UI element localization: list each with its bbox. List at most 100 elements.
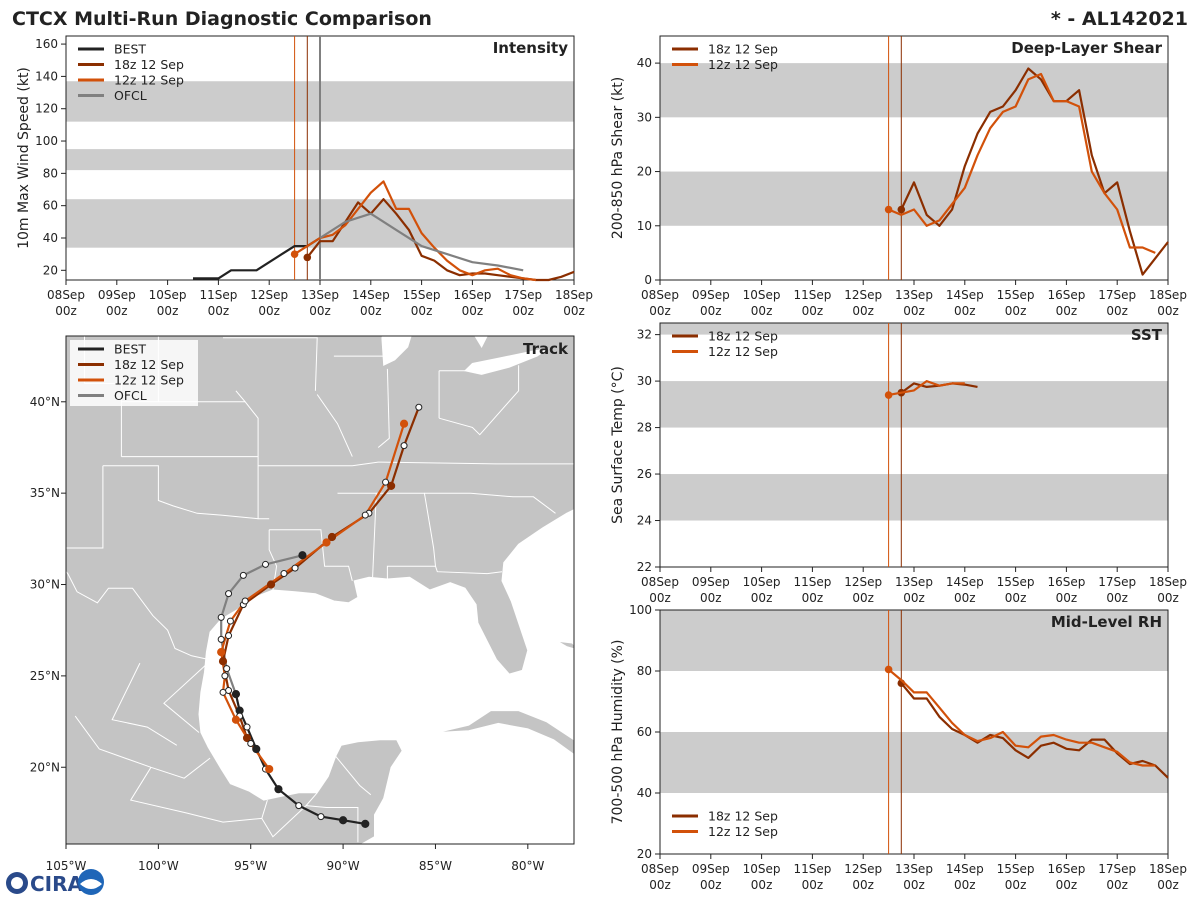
- track-point-run18z: [415, 403, 423, 411]
- panel-title: Intensity: [493, 39, 569, 57]
- political-border: [335, 755, 372, 796]
- x-tick-label-date: 08Sep: [641, 288, 679, 302]
- x-tick-label-hour: 00z: [55, 304, 77, 318]
- series-line-run12z: [888, 380, 965, 397]
- political-border: [435, 566, 503, 575]
- y-tick-label: 80: [637, 664, 652, 678]
- x-tick-label-hour: 00z: [903, 591, 925, 605]
- sst-panel: 22 24 26 28 30 32 08Sep 00z 09Sep 00z 10Sep 00z 11Se…: [610, 322, 1187, 605]
- x-tick-label-date: 10Sep: [743, 288, 781, 302]
- y-tick-label: 20: [637, 847, 652, 861]
- x-tick-label-hour: 00z: [700, 878, 722, 892]
- track-point-ofcl: [262, 560, 270, 568]
- x-tick-label-hour: 00z: [751, 878, 773, 892]
- y-tick-label: 120: [35, 102, 58, 116]
- legend-label-run12z: 12z 12 Sep: [114, 73, 184, 88]
- panel-title: Track: [523, 340, 569, 358]
- series-line-run18z: [900, 67, 1169, 276]
- x-tick-label-date: 10Sep: [149, 288, 187, 302]
- x-tick-label-hour: 00z: [411, 304, 433, 318]
- series-line-ofcl: [319, 212, 524, 272]
- x-tick-label-hour: 00z: [1005, 304, 1027, 318]
- x-tick-label-hour: 00z: [1005, 591, 1027, 605]
- x-tick-label-date: 16Sep: [453, 288, 491, 302]
- series-start-marker-run12z: [290, 250, 299, 258]
- x-tick-label-hour: 00z: [208, 304, 230, 318]
- track-point-ofcl: [225, 590, 233, 598]
- x-tick-label-date: 13Sep: [895, 288, 933, 302]
- x-tick-label-date: 15Sep: [403, 288, 441, 302]
- series-line-best: [193, 237, 321, 280]
- x-tick-label-hour: 00z: [852, 591, 874, 605]
- map-content: [66, 336, 574, 844]
- track-point-best: [361, 819, 370, 828]
- track-point-run12z: [221, 672, 229, 680]
- political-border: [376, 492, 437, 579]
- cira-logo-center-icon: [11, 877, 23, 889]
- track-point-run12z: [399, 419, 409, 428]
- x-tick-label-date: 14Sep: [946, 288, 984, 302]
- x-tick-label-date: 12Sep: [844, 862, 882, 876]
- legend-label-best: BEST: [114, 342, 146, 357]
- political-border: [438, 365, 520, 436]
- y-tick-label: 80: [43, 166, 58, 180]
- track-point-ofcl: [217, 635, 225, 643]
- track-point-run18z: [242, 733, 252, 743]
- legend-label-run18z: 18z 12 Sep: [708, 42, 778, 57]
- x-tick-label-hour: 00z: [360, 304, 382, 318]
- track-point-best: [243, 723, 251, 731]
- track-point-ofcl: [239, 571, 247, 579]
- x-tick-label-hour: 00z: [852, 304, 874, 318]
- x-tick-label-hour: 00z: [802, 591, 824, 605]
- panel-title: Mid-Level RH: [1051, 613, 1162, 631]
- y-tick-label: 32: [637, 328, 652, 342]
- x-tick-label-date: 18Sep: [1149, 575, 1187, 589]
- x-tick-label-date: 10Sep: [743, 575, 781, 589]
- track-point-ofcl: [298, 551, 307, 560]
- shaded-band: [660, 610, 1168, 671]
- x-tick-label-date: 11Sep: [793, 575, 831, 589]
- series-start-marker-run12z: [884, 665, 893, 674]
- political-border: [111, 662, 178, 746]
- shaded-band: [660, 381, 1168, 428]
- track-point-run12z: [226, 617, 234, 625]
- x-tick-label-date: 15Sep: [997, 862, 1035, 876]
- track-point-run18z: [266, 580, 276, 589]
- y-tick-label: 140: [35, 69, 58, 83]
- x-tick-label-hour: 00z: [1005, 878, 1027, 892]
- panel-frame: [65, 335, 575, 845]
- lake-huron: [474, 336, 488, 349]
- track-point-best: [295, 802, 303, 810]
- x-tick-label-hour: 00z: [903, 878, 925, 892]
- x-tick-label-hour: 00z: [802, 878, 824, 892]
- series-line-run12z: [888, 72, 1156, 254]
- x-tick-label-date: 14Sep: [946, 575, 984, 589]
- legend-label-run12z: 12z 12 Sep: [708, 57, 778, 72]
- y-axis-label: Sea Surface Temp (°C): [610, 366, 626, 524]
- y-tick-label: 100: [629, 603, 652, 617]
- x-tick-label-hour: 00z: [649, 304, 671, 318]
- legend-label-run12z: 12z 12 Sep: [114, 373, 184, 388]
- y-tick-label: 20°N: [30, 760, 60, 774]
- political-border: [268, 529, 278, 591]
- track-point-run18z: [400, 442, 408, 450]
- x-tick-label-date: 12Sep: [250, 288, 288, 302]
- x-tick-label-hour: 00z: [258, 304, 280, 318]
- y-tick-label: 60: [43, 199, 58, 213]
- x-tick-label-date: 13Sep: [301, 288, 339, 302]
- x-tick-label-hour: 00z: [802, 304, 824, 318]
- y-tick-label: 35°N: [30, 486, 60, 500]
- shear-panel: 0 10 20 30 40 08Sep 00z 09Sep 00z 10Sep 00z 11Sep 00…: [610, 35, 1187, 318]
- track-point-run12z: [247, 739, 255, 747]
- x-tick-label: 85°W: [419, 859, 452, 873]
- panel-title: SST: [1131, 326, 1163, 344]
- track-point-ofcl: [217, 613, 225, 621]
- y-tick-label: 20: [43, 263, 58, 277]
- x-tick-label-hour: 00z: [649, 878, 671, 892]
- lake-michigan: [381, 336, 412, 366]
- x-tick-label-date: 08Sep: [641, 575, 679, 589]
- y-tick-label: 28: [637, 421, 652, 435]
- x-tick-label-hour: 00z: [563, 304, 585, 318]
- y-tick-label: 25°N: [30, 669, 60, 683]
